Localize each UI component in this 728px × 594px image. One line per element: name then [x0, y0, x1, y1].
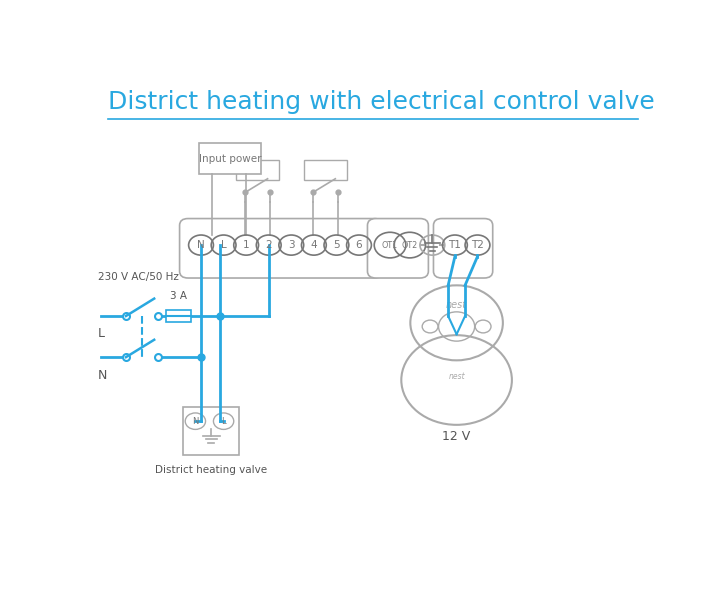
FancyBboxPatch shape — [236, 160, 279, 179]
Text: 2: 2 — [266, 240, 272, 250]
Text: District heating with electrical control valve: District heating with electrical control… — [108, 90, 654, 113]
Text: 1: 1 — [243, 240, 250, 250]
Text: N: N — [98, 368, 107, 381]
Text: 12 V: 12 V — [443, 430, 471, 443]
Text: nest: nest — [448, 372, 465, 381]
FancyBboxPatch shape — [304, 160, 347, 179]
Text: District heating valve: District heating valve — [155, 465, 267, 475]
Text: L: L — [221, 240, 226, 250]
Text: nest: nest — [446, 301, 467, 311]
Text: 230 V AC/50 Hz: 230 V AC/50 Hz — [98, 271, 178, 282]
Text: OT1: OT1 — [382, 241, 398, 249]
Text: 3: 3 — [288, 240, 295, 250]
Text: OT2: OT2 — [402, 241, 418, 249]
Text: 4: 4 — [311, 240, 317, 250]
Text: T1: T1 — [448, 240, 462, 250]
FancyBboxPatch shape — [166, 310, 191, 322]
Text: 6: 6 — [356, 240, 363, 250]
Text: T2: T2 — [471, 240, 484, 250]
Text: 5: 5 — [333, 240, 340, 250]
FancyBboxPatch shape — [368, 219, 428, 278]
Text: 3 A: 3 A — [170, 291, 187, 301]
Text: L: L — [98, 327, 105, 340]
FancyBboxPatch shape — [183, 407, 240, 456]
Text: N: N — [197, 240, 205, 250]
FancyBboxPatch shape — [180, 219, 383, 278]
Text: Input power: Input power — [199, 154, 261, 163]
FancyBboxPatch shape — [433, 219, 493, 278]
FancyBboxPatch shape — [199, 143, 261, 174]
Text: L: L — [221, 416, 226, 426]
Text: N: N — [192, 416, 199, 426]
